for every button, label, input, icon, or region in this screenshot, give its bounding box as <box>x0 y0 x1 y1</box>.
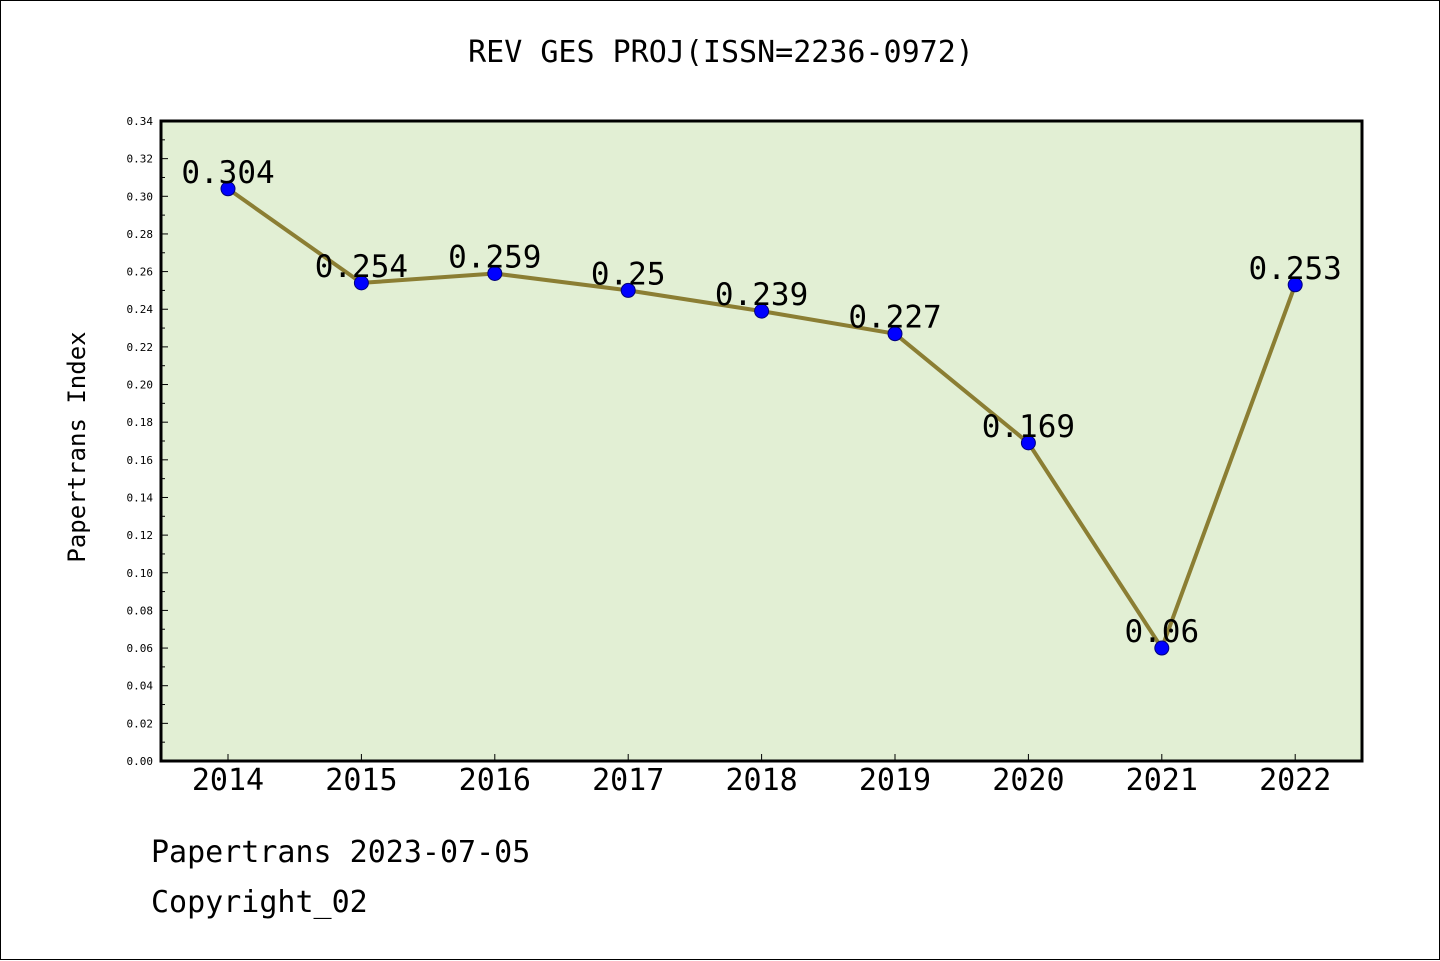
data-point <box>353 275 369 291</box>
plot-border <box>159 119 1364 763</box>
y-tick-label: 0.02 <box>127 717 154 730</box>
data-label: 0.254 <box>315 249 408 285</box>
data-label: 0.239 <box>715 277 808 313</box>
y-tick-label: 0.18 <box>127 416 154 429</box>
data-point <box>1020 435 1036 451</box>
data-point <box>887 326 903 342</box>
data-point <box>620 282 636 298</box>
x-tick-label: 2022 <box>1259 763 1331 798</box>
footer-date: Papertrans 2023-07-05 <box>151 835 531 870</box>
x-tick-label: 2021 <box>1126 763 1198 798</box>
y-tick-label: 0.28 <box>127 228 154 241</box>
data-label: 0.227 <box>848 300 941 336</box>
data-label: 0.253 <box>1249 251 1342 287</box>
y-tick-label: 0.24 <box>127 303 154 316</box>
y-tick-label: 0.22 <box>127 341 154 354</box>
y-tick-label: 0.08 <box>127 604 154 617</box>
data-label: 0.259 <box>448 239 541 275</box>
y-tick-label: 0.26 <box>127 266 154 279</box>
x-tick-label: 2017 <box>592 763 664 798</box>
y-tick-label: 0.30 <box>127 190 154 203</box>
data-label: 0.304 <box>181 155 274 191</box>
y-tick-label: 0.06 <box>127 642 154 655</box>
y-tick-label: 0.16 <box>127 454 154 467</box>
x-tick-label: 2016 <box>459 763 531 798</box>
y-tick-label: 0.00 <box>127 755 154 768</box>
data-point <box>487 265 503 281</box>
y-tick-label: 0.12 <box>127 529 154 542</box>
footer-copyright: Copyright_02 <box>151 885 368 920</box>
data-label: 0.25 <box>591 256 666 292</box>
x-tick-label: 2014 <box>192 763 264 798</box>
plot-area <box>161 121 1362 761</box>
chart-title: REV GES PROJ(ISSN=2236-0972) <box>468 35 974 70</box>
y-tick-label: 0.32 <box>127 153 154 166</box>
x-tick-label: 2019 <box>859 763 931 798</box>
x-tick-label: 2018 <box>725 763 797 798</box>
data-label: 0.06 <box>1124 614 1199 650</box>
y-tick-label: 0.34 <box>127 115 154 128</box>
y-tick-label: 0.14 <box>127 491 154 504</box>
x-tick-label: 2020 <box>992 763 1064 798</box>
data-point <box>220 181 236 197</box>
data-point <box>1154 640 1170 656</box>
y-tick-label: 0.10 <box>127 567 154 580</box>
data-point <box>754 303 770 319</box>
x-tick-label: 2015 <box>325 763 397 798</box>
data-point <box>1287 277 1303 293</box>
y-tick-label: 0.04 <box>127 680 154 693</box>
y-tick-label: 0.20 <box>127 379 154 392</box>
data-label: 0.169 <box>982 409 1075 445</box>
